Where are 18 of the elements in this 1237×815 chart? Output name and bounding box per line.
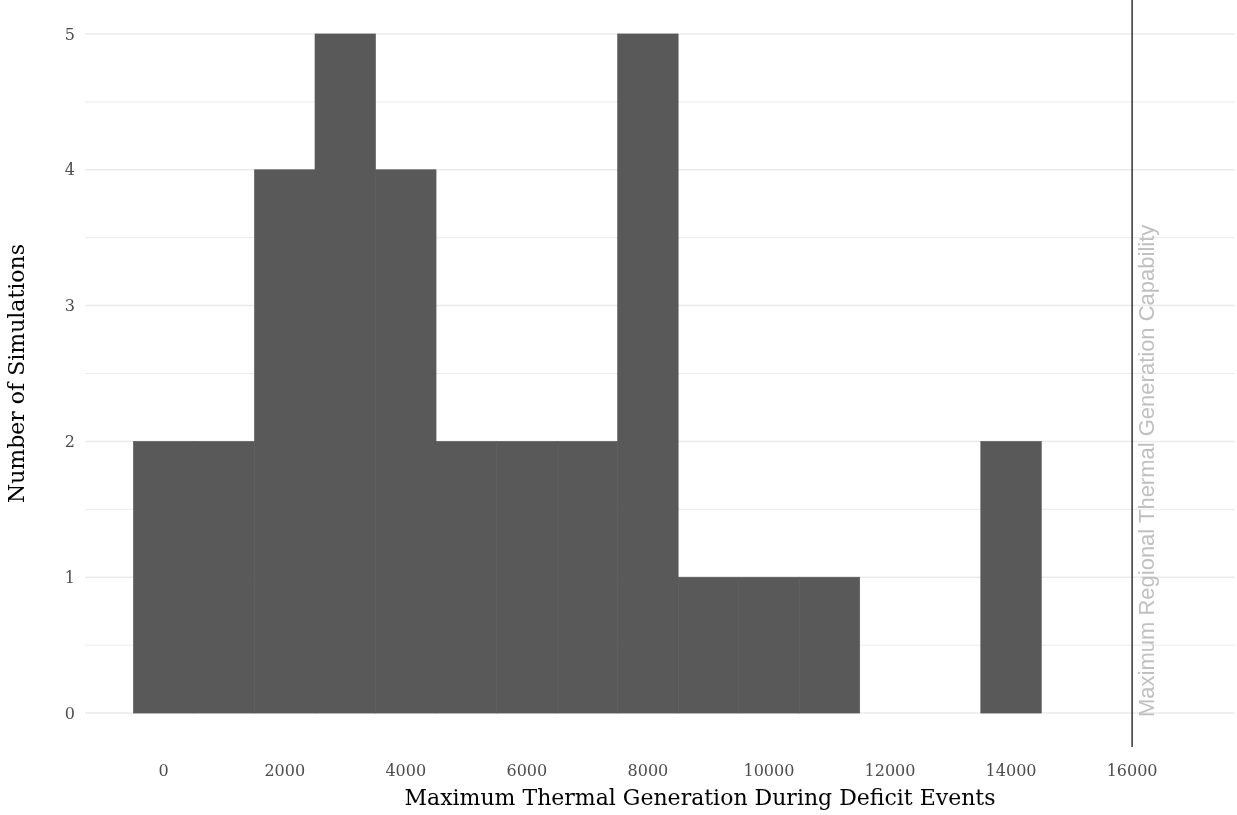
y-tick-label: 1	[64, 567, 75, 587]
y-tick-label: 4	[64, 160, 75, 180]
x-tick-label: 0	[158, 761, 169, 780]
x-tick-label: 6000	[506, 761, 548, 780]
x-axis-title: Maximum Thermal Generation During Deficit Events	[404, 785, 996, 810]
x-tick-label: 12000	[864, 761, 916, 780]
x-tick-label: 14000	[985, 761, 1037, 780]
y-tick-label: 2	[64, 432, 75, 452]
ref-line-label: Maximum Regional Thermal Generation Capability	[1134, 224, 1160, 718]
x-tick-label: 2000	[264, 761, 306, 780]
x-tick-label: 4000	[385, 761, 427, 780]
y-axis-title: Number of Simulations	[4, 243, 29, 504]
x-tick-label: 8000	[627, 761, 669, 780]
y-tick-label: 5	[64, 24, 75, 44]
y-tick-label: 3	[64, 296, 75, 316]
y-tick-label: 0	[64, 703, 75, 723]
x-tick-label: 16000	[1106, 761, 1158, 780]
x-tick-label: 10000	[743, 761, 795, 780]
